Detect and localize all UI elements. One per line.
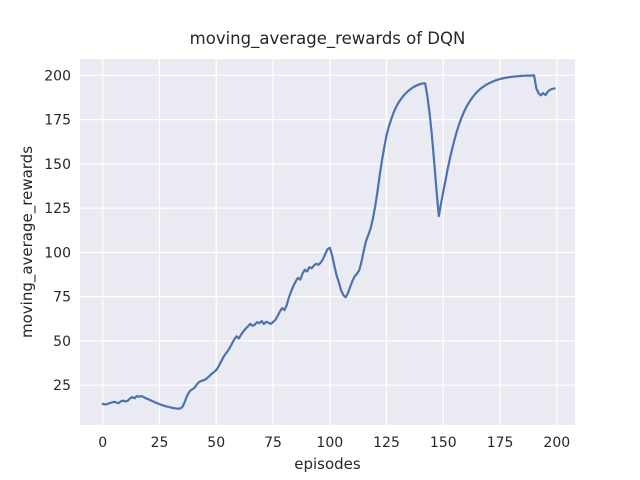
x-tick-label: 200 bbox=[543, 435, 570, 451]
y-tick-labels: 25 50 75 100 125 150 175 200 bbox=[44, 68, 71, 394]
y-tick-label: 200 bbox=[44, 68, 71, 84]
x-tick-label: 50 bbox=[207, 435, 225, 451]
plot-area bbox=[80, 59, 575, 425]
y-tick-label: 125 bbox=[44, 201, 71, 217]
reward-line bbox=[101, 74, 556, 410]
x-tick-label: 100 bbox=[316, 435, 343, 451]
x-tick-label: 150 bbox=[430, 435, 457, 451]
x-tick-label: 25 bbox=[151, 435, 169, 451]
x-tick-label: 125 bbox=[373, 435, 400, 451]
x-tick-labels: 0 25 50 75 100 125 150 175 200 bbox=[98, 435, 570, 451]
gridlines bbox=[80, 59, 575, 425]
x-axis-label: episodes bbox=[294, 455, 361, 473]
y-tick-label: 50 bbox=[53, 334, 71, 350]
x-tick-label: 175 bbox=[487, 435, 514, 451]
x-tick-label: 75 bbox=[264, 435, 282, 451]
y-axis-label: moving_average_rewards bbox=[18, 146, 37, 338]
chart-title: moving_average_rewards of DQN bbox=[190, 29, 466, 49]
y-tick-label: 100 bbox=[44, 245, 71, 261]
y-tick-label: 175 bbox=[44, 113, 71, 129]
y-tick-label: 75 bbox=[53, 290, 71, 306]
y-tick-label: 25 bbox=[53, 378, 71, 394]
x-tick-label: 0 bbox=[98, 435, 107, 451]
y-tick-label: 150 bbox=[44, 157, 71, 173]
